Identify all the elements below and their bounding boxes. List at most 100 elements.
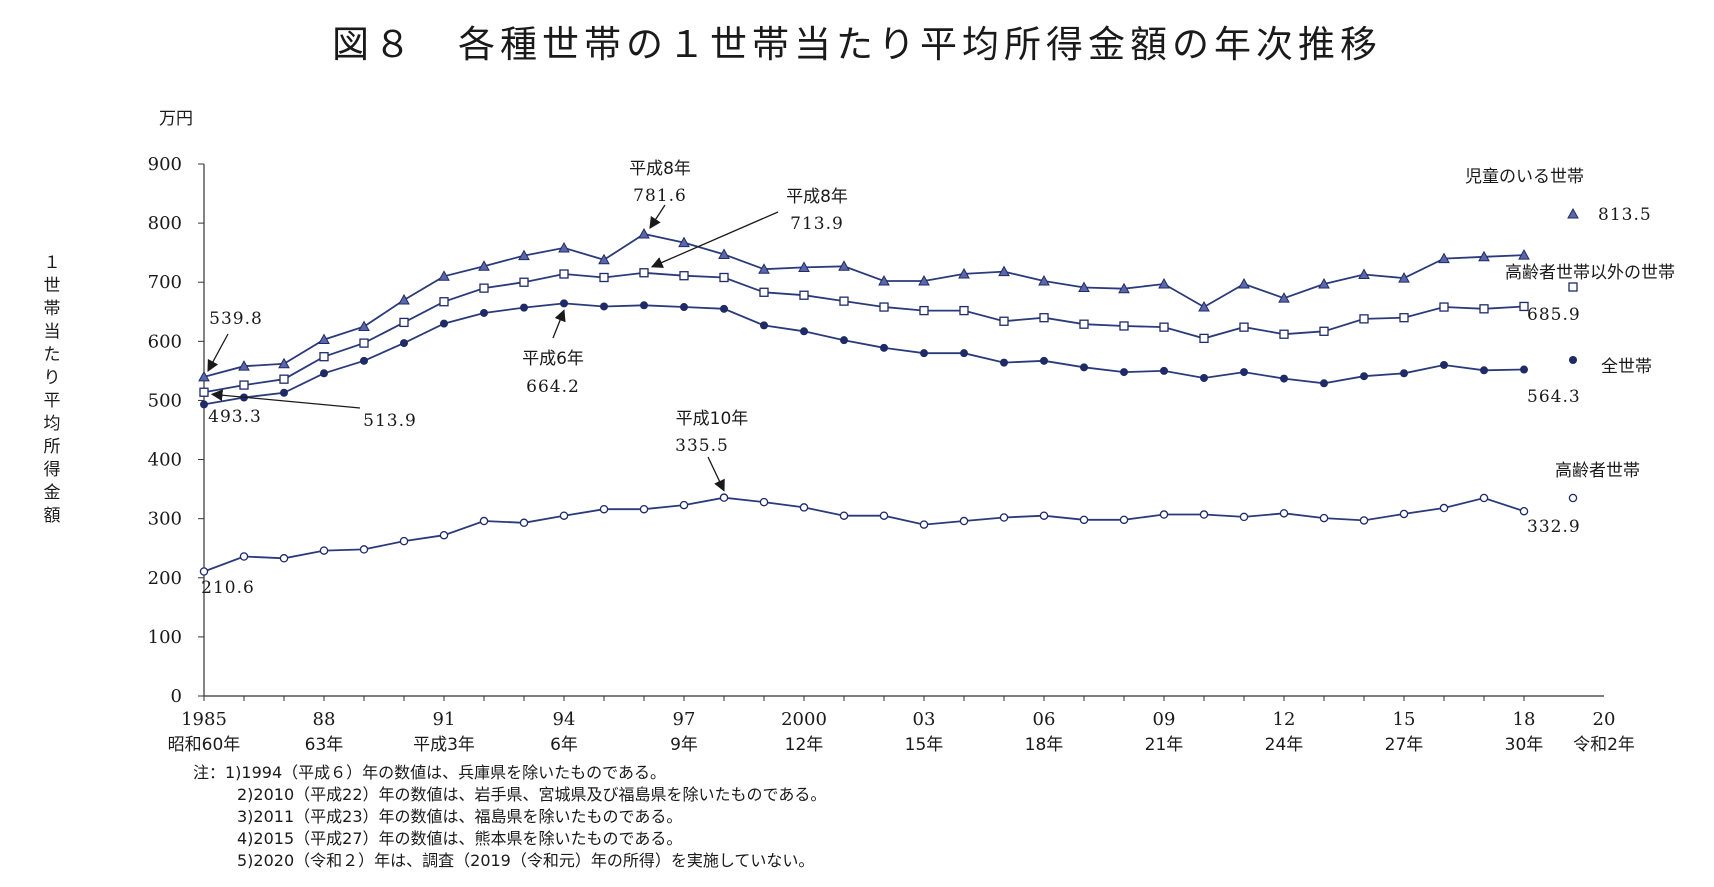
data-point-triangle xyxy=(918,275,930,286)
data-point-open-circle xyxy=(1039,511,1049,520)
data-point-triangle xyxy=(1478,250,1490,262)
data-point-square xyxy=(1079,319,1089,329)
data-point-triangle xyxy=(998,265,1010,277)
x-tick-label: 12 xyxy=(1273,709,1296,730)
y-axis-label-char: 額 xyxy=(44,506,61,526)
x-tick-label: 20 xyxy=(1593,709,1616,730)
data-point-circle xyxy=(1320,379,1328,388)
y-axis-label-char: 均 xyxy=(44,414,61,434)
data-point-square xyxy=(1119,321,1129,331)
data-point-open-circle xyxy=(1119,515,1129,525)
data-point-open-circle xyxy=(1479,493,1489,503)
x-tick-sublabel: 令和2年 xyxy=(1573,735,1635,755)
data-point-square xyxy=(1519,301,1529,312)
y-axis-label-char: 当 xyxy=(44,322,61,342)
data-point-circle xyxy=(200,400,208,409)
legend-marker-circle xyxy=(1569,356,1577,364)
data-point-triangle xyxy=(638,227,650,239)
legend-label: 全世帯 xyxy=(1601,357,1652,377)
x-tick-sublabel: 24年 xyxy=(1265,735,1304,755)
footnote-5: 5)2020（令和２）年は、調査（2019（令和元）年の所得）を実施していない。 xyxy=(237,851,815,870)
y-axis-label-char: 帯 xyxy=(44,299,61,319)
data-point-triangle xyxy=(1518,249,1530,260)
data-point-circle xyxy=(680,303,688,312)
legend-value: 685.9 xyxy=(1527,305,1581,325)
data-point-open-circle xyxy=(239,552,249,561)
data-point-square xyxy=(439,297,449,307)
data-point-square xyxy=(1039,313,1049,323)
y-tick-label: 300 xyxy=(148,509,182,530)
data-point-square xyxy=(879,302,889,312)
data-point-triangle xyxy=(1078,281,1090,293)
data-point-open-circle xyxy=(1399,509,1409,519)
data-point-open-circle xyxy=(1239,512,1249,522)
data-point-open-circle xyxy=(959,516,969,526)
data-point-triangle xyxy=(1198,301,1210,312)
data-point-circle xyxy=(520,303,528,312)
y-axis-label-char: 平 xyxy=(44,391,61,411)
data-point-open-circle xyxy=(1319,513,1329,523)
series-line xyxy=(203,233,1525,378)
annotation-arrow xyxy=(649,204,666,229)
data-point-triangle xyxy=(238,360,250,371)
data-point-square xyxy=(1479,304,1489,314)
data-point-circle xyxy=(960,349,968,358)
data-point-open-circle xyxy=(1159,510,1169,519)
data-point-circle xyxy=(1200,373,1208,382)
footnotes: 注：1)1994（平成６）年の数値は、兵庫県を除いたものである。 2)2010（… xyxy=(193,762,826,872)
data-point-triangle xyxy=(198,370,210,382)
x-tick-sublabel: 15年 xyxy=(905,735,944,755)
data-point-open-circle xyxy=(1199,510,1209,519)
data-point-circle xyxy=(880,343,888,352)
data-point-circle xyxy=(280,388,288,397)
data-point-square xyxy=(1279,329,1289,339)
data-point-square xyxy=(519,277,529,287)
legend-marker-open-circle xyxy=(1568,493,1578,503)
data-point-open-circle xyxy=(799,503,809,512)
data-point-circle xyxy=(920,349,928,358)
data-point-circle xyxy=(640,301,648,310)
data-point-triangle xyxy=(1358,268,1370,280)
data-point-triangle xyxy=(1158,277,1170,289)
y-axis-label-char: 世 xyxy=(44,276,61,296)
y-tick-label: 600 xyxy=(148,331,182,352)
y-tick-label: 400 xyxy=(148,450,182,471)
footnote-2: 2)2010（平成22）年の数値は、岩手県、宮城県及び福島県を除いたものである。 xyxy=(237,785,827,804)
series-line xyxy=(203,496,1525,573)
series-line xyxy=(203,271,1525,394)
footnote-3: 3)2011（平成23）年の数値は、福島県を除いたものである。 xyxy=(237,807,683,826)
data-point-triangle xyxy=(1438,252,1450,264)
data-point-open-circle xyxy=(1079,515,1089,525)
data-point-open-circle xyxy=(839,511,849,520)
data-point-open-circle xyxy=(559,511,569,520)
annotation-arrow xyxy=(210,389,361,409)
data-point-triangle xyxy=(318,333,330,345)
annotation-label: 平成8年 xyxy=(629,159,691,179)
data-point-open-circle xyxy=(479,516,489,526)
legend-marker-square xyxy=(1568,282,1578,292)
footnote-4: 4)2015（平成27）年の数値は、熊本県を除いたものである。 xyxy=(237,829,683,848)
data-point-square xyxy=(1399,313,1409,323)
legend-marker-triangle xyxy=(1567,207,1579,219)
data-point-triangle xyxy=(438,270,450,281)
data-point-circle xyxy=(840,336,848,345)
x-tick-label: 94 xyxy=(553,709,576,730)
data-point-square xyxy=(1359,314,1369,324)
annotation-label: 平成6年 xyxy=(522,349,584,369)
x-tick-label: 88 xyxy=(313,709,336,730)
x-tick-label: 1985 xyxy=(181,709,227,730)
data-point-square xyxy=(1159,322,1169,332)
annotation-arrow xyxy=(650,211,779,268)
data-point-circle xyxy=(1000,358,1008,367)
data-point-square xyxy=(959,305,969,316)
x-tick-label: 97 xyxy=(673,709,696,730)
x-tick-sublabel: 12年 xyxy=(785,735,824,755)
data-point-triangle xyxy=(958,267,970,279)
data-point-square xyxy=(999,316,1009,326)
data-point-open-circle xyxy=(999,513,1009,522)
legend-value: 564.3 xyxy=(1527,387,1581,407)
annotation-label: 781.6 xyxy=(633,186,687,206)
annotation-arrow xyxy=(552,309,566,339)
data-point-open-circle xyxy=(919,520,929,529)
x-tick-sublabel: 30年 xyxy=(1505,735,1544,755)
